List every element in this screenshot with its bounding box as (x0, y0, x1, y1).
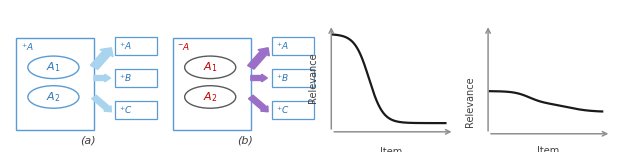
Text: $^+\!A$: $^+\!A$ (118, 40, 132, 52)
Text: Item: Item (537, 146, 559, 152)
Text: $^+\!B$: $^+\!B$ (118, 72, 132, 84)
FancyBboxPatch shape (173, 38, 251, 130)
Text: $A_2$: $A_2$ (46, 90, 61, 104)
FancyArrow shape (248, 48, 269, 69)
Ellipse shape (28, 86, 79, 108)
Text: (b): (b) (237, 135, 253, 145)
Ellipse shape (28, 56, 79, 79)
Text: $A_1$: $A_1$ (203, 60, 218, 74)
FancyBboxPatch shape (115, 101, 157, 119)
Ellipse shape (185, 86, 236, 108)
FancyBboxPatch shape (272, 69, 314, 87)
Ellipse shape (185, 56, 236, 79)
FancyBboxPatch shape (272, 101, 314, 119)
Text: $A_2$: $A_2$ (203, 90, 218, 104)
FancyArrow shape (251, 74, 268, 82)
FancyBboxPatch shape (115, 37, 157, 55)
Text: Item: Item (380, 147, 403, 152)
FancyArrow shape (92, 95, 111, 112)
Text: $^+\!A$: $^+\!A$ (275, 40, 289, 52)
Text: (a): (a) (80, 135, 96, 145)
Text: $^+\!C$: $^+\!C$ (118, 104, 133, 116)
FancyBboxPatch shape (272, 37, 314, 55)
FancyArrow shape (94, 74, 111, 82)
Text: Relevance: Relevance (465, 76, 474, 127)
FancyArrow shape (248, 95, 268, 112)
Text: $A_1$: $A_1$ (46, 60, 61, 74)
FancyBboxPatch shape (115, 69, 157, 87)
FancyBboxPatch shape (16, 38, 94, 130)
Text: $^-\!A$: $^-\!A$ (177, 41, 191, 52)
Text: Relevance: Relevance (308, 52, 317, 103)
Text: $^+\!A$: $^+\!A$ (20, 41, 34, 53)
Text: $^+\!C$: $^+\!C$ (275, 104, 290, 116)
Text: $^+\!B$: $^+\!B$ (275, 72, 289, 84)
FancyArrow shape (90, 48, 113, 69)
